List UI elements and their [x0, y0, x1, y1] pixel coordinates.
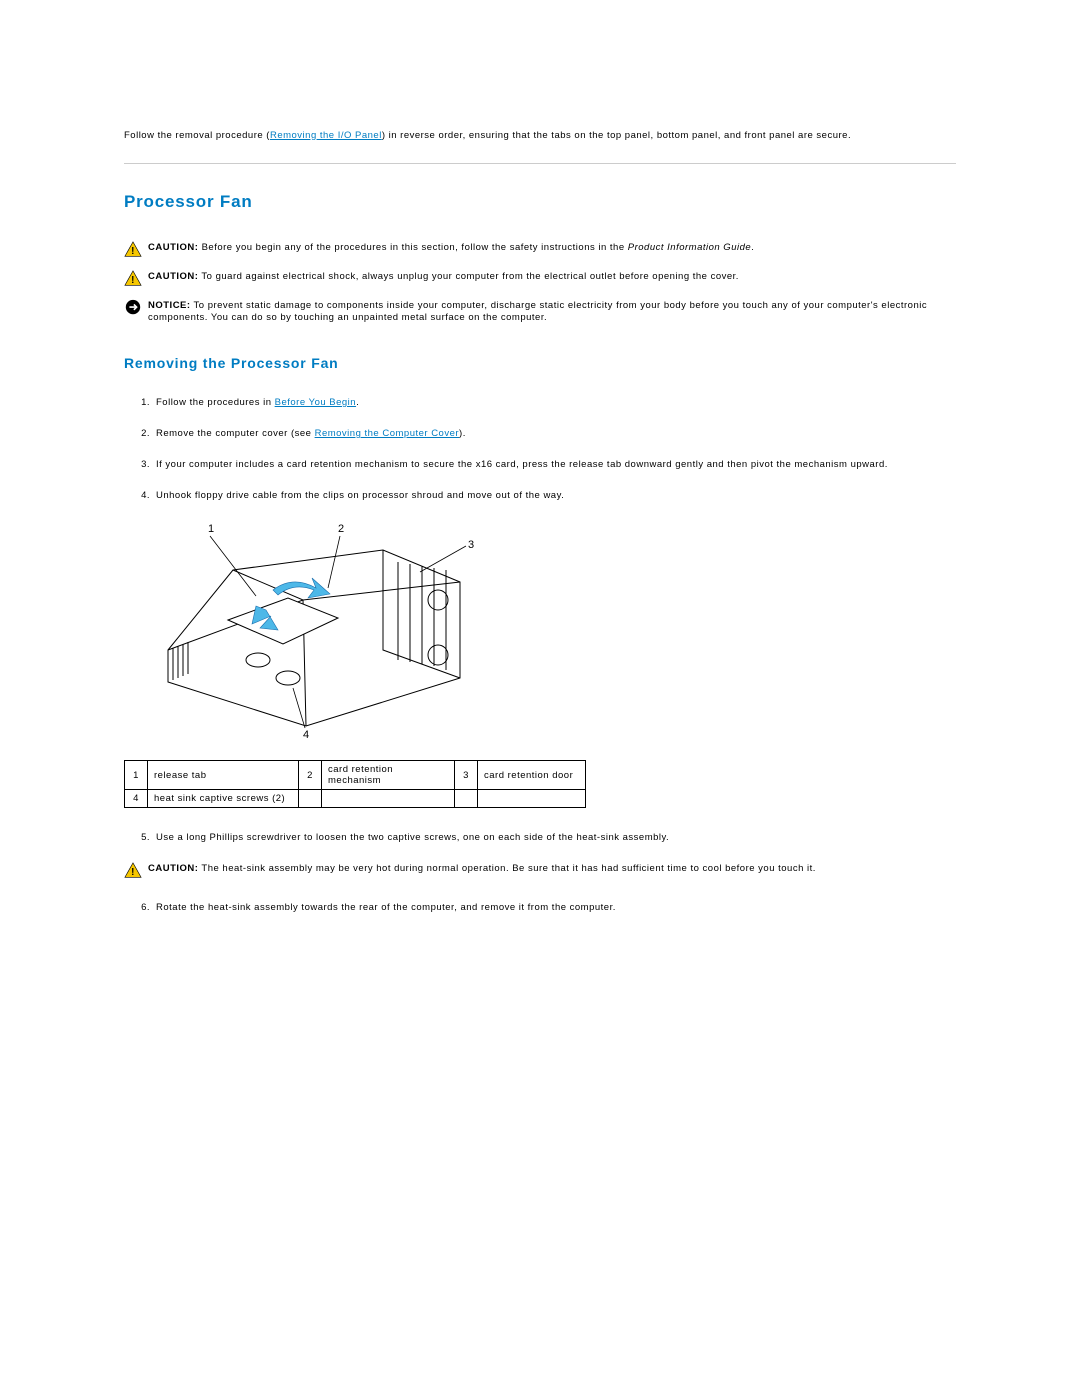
removing-cover-link[interactable]: Removing the Computer Cover — [315, 428, 459, 439]
diagram-label-4: 4 — [303, 729, 310, 740]
list-item: 6. Rotate the heat-sink assembly towards… — [124, 902, 956, 915]
step-number: 5. — [124, 832, 156, 845]
caution-body: To guard against electrical shock, alway… — [198, 271, 738, 282]
caution-body: Before you begin any of the procedures i… — [198, 242, 627, 253]
step-body: Use a long Phillips screwdriver to loose… — [156, 832, 669, 845]
svg-text:!: ! — [131, 275, 135, 286]
intro-suffix: ) in reverse order, ensuring that the ta… — [382, 130, 851, 141]
intro-paragraph: Follow the removal procedure (Removing t… — [124, 130, 956, 141]
step-after: . — [356, 397, 359, 408]
steps-list: 6. Rotate the heat-sink assembly towards… — [124, 902, 956, 915]
step-text: Follow the procedures in — [156, 397, 275, 408]
cell-label: heat sink captive screws (2) — [148, 790, 299, 808]
cell-label — [478, 790, 586, 808]
list-item: 1. Follow the procedures in Before You B… — [124, 397, 956, 410]
before-you-begin-link[interactable]: Before You Begin — [275, 397, 356, 408]
cell-label: release tab — [148, 761, 299, 790]
table-row: 4 heat sink captive screws (2) — [125, 790, 586, 808]
caution-row: ! CAUTION: The heat-sink assembly may be… — [124, 863, 956, 878]
intro-prefix: Follow the removal procedure ( — [124, 130, 270, 141]
caution-icon: ! — [124, 241, 142, 257]
step-number: 6. — [124, 902, 156, 915]
list-item: 5. Use a long Phillips screwdriver to lo… — [124, 832, 956, 845]
step-number: 1. — [124, 397, 156, 410]
diagram-label-3: 3 — [468, 539, 475, 551]
notice-icon — [124, 299, 142, 315]
notice-text: NOTICE: To prevent static damage to comp… — [148, 300, 956, 326]
diagram-label-1: 1 — [208, 523, 215, 535]
cell-num — [455, 790, 478, 808]
step-body: Rotate the heat-sink assembly towards th… — [156, 902, 616, 915]
step-body: Follow the procedures in Before You Begi… — [156, 397, 359, 410]
steps-list: 5. Use a long Phillips screwdriver to lo… — [124, 832, 956, 845]
cell-label — [322, 790, 455, 808]
cell-label: card retention door — [478, 761, 586, 790]
cell-num: 4 — [125, 790, 148, 808]
divider — [124, 163, 956, 164]
step-number: 2. — [124, 428, 156, 441]
cell-num: 2 — [299, 761, 322, 790]
callout-table: 1 release tab 2 card retention mechanism… — [124, 760, 586, 808]
step-after: ). — [459, 428, 466, 439]
svg-text:!: ! — [131, 867, 135, 878]
step-text: Remove the computer cover (see — [156, 428, 315, 439]
notice-label: NOTICE: — [148, 300, 191, 311]
caution-text: CAUTION: Before you begin any of the pro… — [148, 242, 754, 255]
notice-body: To prevent static damage to components i… — [148, 300, 927, 324]
caution-text: CAUTION: The heat-sink assembly may be v… — [148, 863, 816, 876]
subsection-title: Removing the Processor Fan — [124, 355, 956, 371]
processor-fan-diagram: 1 2 3 4 — [138, 520, 598, 740]
caution-body: The heat-sink assembly may be very hot d… — [198, 863, 815, 874]
step-body: Remove the computer cover (see Removing … — [156, 428, 466, 441]
caution-icon: ! — [124, 862, 142, 878]
caution-row: ! CAUTION: To guard against electrical s… — [124, 271, 956, 286]
caution-label: CAUTION: — [148, 863, 198, 874]
caution-italic: Product Information Guide — [628, 242, 751, 253]
caution-label: CAUTION: — [148, 271, 198, 282]
section-title: Processor Fan — [124, 192, 956, 212]
io-panel-link[interactable]: Removing the I/O Panel — [270, 130, 382, 141]
step-number: 4. — [124, 490, 156, 503]
caution-icon: ! — [124, 270, 142, 286]
diagram-label-2: 2 — [338, 523, 345, 535]
cell-num: 3 — [455, 761, 478, 790]
cell-num: 1 — [125, 761, 148, 790]
caution-text: CAUTION: To guard against electrical sho… — [148, 271, 739, 284]
list-item: 2. Remove the computer cover (see Removi… — [124, 428, 956, 441]
cell-num — [299, 790, 322, 808]
list-item: 3. If your computer includes a card rete… — [124, 459, 956, 472]
table-row: 1 release tab 2 card retention mechanism… — [125, 761, 586, 790]
caution-after: . — [751, 242, 754, 253]
svg-text:!: ! — [131, 246, 135, 257]
caution-row: ! CAUTION: Before you begin any of the p… — [124, 242, 956, 257]
list-item: 4. Unhook floppy drive cable from the cl… — [124, 490, 956, 503]
step-body: If your computer includes a card retenti… — [156, 459, 888, 472]
step-number: 3. — [124, 459, 156, 472]
cell-label: card retention mechanism — [322, 761, 455, 790]
steps-list: 1. Follow the procedures in Before You B… — [124, 397, 956, 502]
caution-label: CAUTION: — [148, 242, 198, 253]
notice-row: NOTICE: To prevent static damage to comp… — [124, 300, 956, 326]
step-body: Unhook floppy drive cable from the clips… — [156, 490, 564, 503]
